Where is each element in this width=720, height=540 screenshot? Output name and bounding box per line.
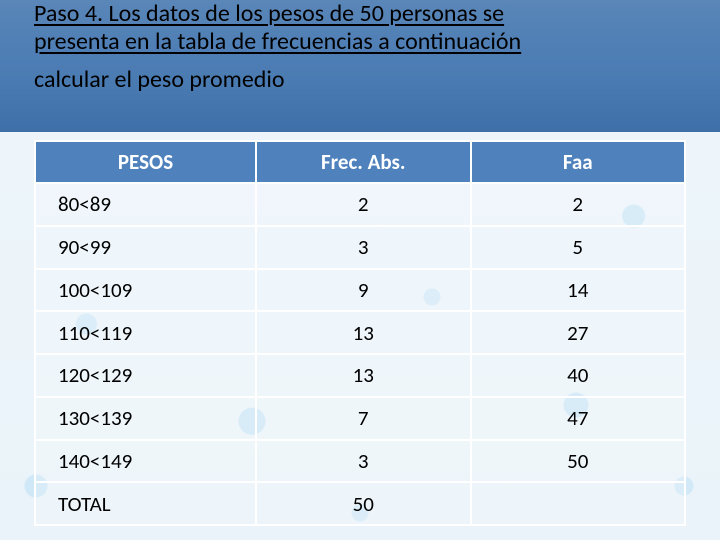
cell-range: 130<139 [35,397,256,440]
cell-range: 140<149 [35,440,256,483]
cell-faa: 14 [471,269,686,312]
cell-range: 90<99 [35,226,256,269]
table-row: 140<149 3 50 [35,440,685,483]
cell-total-frec: 50 [256,482,471,525]
title-line2: presenta en la tabla de frecuencias a co… [34,27,521,56]
cell-faa: 2 [471,183,686,226]
table-row-total: TOTAL 50 [35,482,685,525]
cell-faa: 27 [471,311,686,354]
table-row: 80<89 2 2 [35,183,685,226]
table-row: 120<129 13 40 [35,354,685,397]
title-line1: Paso 4. Los datos de los pesos de 50 per… [34,0,504,28]
cell-range: 110<119 [35,311,256,354]
col-header-pesos: PESOS [35,141,256,183]
cell-range: 120<129 [35,354,256,397]
slide-title: Paso 4. Los datos de los pesos de 50 per… [34,0,686,55]
col-header-faa: Faa [471,141,686,183]
cell-frec: 13 [256,354,471,397]
cell-faa: 40 [471,354,686,397]
table-row: 110<119 13 27 [35,311,685,354]
slide-subtitle: calcular el peso promedio [34,65,686,94]
table-header-row: PESOS Frec. Abs. Faa [35,141,685,183]
table-row: 90<99 3 5 [35,226,685,269]
title-band: Paso 4. Los datos de los pesos de 50 per… [0,0,720,132]
cell-frec: 9 [256,269,471,312]
cell-frec: 3 [256,226,471,269]
cell-frec: 2 [256,183,471,226]
cell-frec: 3 [256,440,471,483]
frequency-table-wrap: PESOS Frec. Abs. Faa 80<89 2 2 90<99 3 5… [34,140,686,526]
cell-total-faa [471,482,686,525]
cell-frec: 13 [256,311,471,354]
cell-range: 80<89 [35,183,256,226]
cell-faa: 47 [471,397,686,440]
table-row: 100<109 9 14 [35,269,685,312]
cell-faa: 50 [471,440,686,483]
frequency-table: PESOS Frec. Abs. Faa 80<89 2 2 90<99 3 5… [34,140,686,526]
cell-frec: 7 [256,397,471,440]
cell-faa: 5 [471,226,686,269]
col-header-frec-abs: Frec. Abs. [256,141,471,183]
cell-total-label: TOTAL [35,482,256,525]
cell-range: 100<109 [35,269,256,312]
table-row: 130<139 7 47 [35,397,685,440]
